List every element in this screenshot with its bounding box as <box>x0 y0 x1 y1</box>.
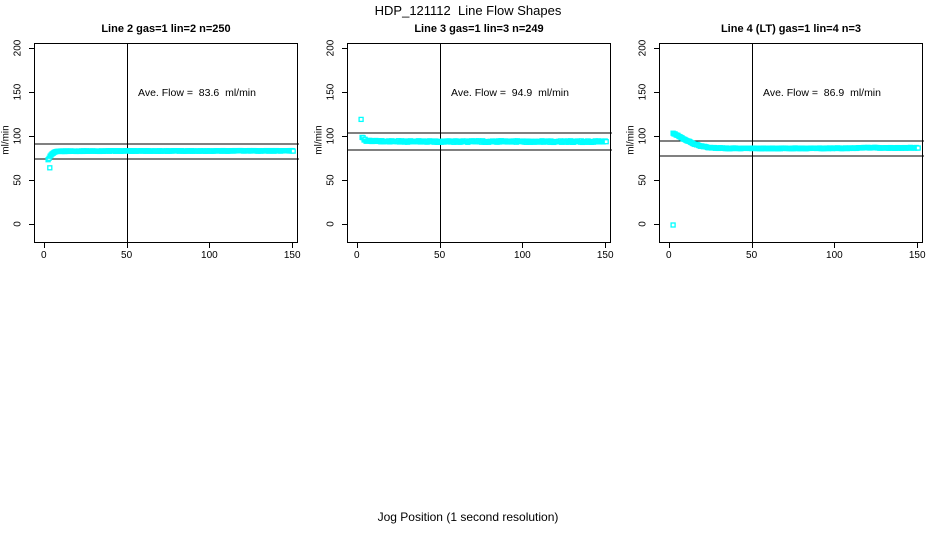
y-tick-label: 100 <box>637 127 649 145</box>
x-tick <box>126 243 128 248</box>
x-tick-label: 50 <box>746 250 758 261</box>
y-axis-label: ml/min <box>0 125 12 155</box>
outlier-point <box>47 165 53 171</box>
y-tick <box>654 48 659 49</box>
x-tick <box>522 243 524 248</box>
panel-title: Line 3 gas=1 lin=3 n=249 <box>414 23 544 35</box>
y-tick-label: 200 <box>325 39 337 57</box>
y-tick <box>342 48 347 49</box>
y-tick-label: 0 <box>637 221 649 227</box>
x-tick <box>605 243 607 248</box>
panel-title: Line 4 (LT) gas=1 lin=4 n=3 <box>720 23 862 35</box>
plot-box <box>659 43 924 244</box>
y-tick <box>654 180 659 181</box>
y-tick-label: 50 <box>637 174 649 186</box>
plot-area <box>660 44 924 244</box>
data-point <box>915 145 921 151</box>
plot-area <box>35 44 299 244</box>
x-tick-label: 0 <box>666 250 672 261</box>
data-point <box>603 139 609 145</box>
y-tick <box>342 136 347 137</box>
x-tick-label: 100 <box>826 250 843 261</box>
y-tick-label: 200 <box>637 39 649 57</box>
x-tick <box>439 243 441 248</box>
figure-title: HDP_121112 Line Flow Shapes <box>374 3 562 18</box>
outlier-point <box>358 116 364 123</box>
y-tick <box>29 224 34 225</box>
y-axis-label: ml/min <box>625 125 637 155</box>
x-tick-label: 150 <box>596 250 614 261</box>
plot-box <box>34 43 299 244</box>
plot-area <box>348 44 612 244</box>
y-tick-label: 150 <box>637 83 649 101</box>
panel-title: Line 2 gas=1 lin=2 n=250 <box>101 23 231 35</box>
y-tick-label: 200 <box>12 39 24 57</box>
y-tick-label: 50 <box>325 174 337 186</box>
y-tick <box>654 136 659 137</box>
y-tick-label: 150 <box>325 83 337 101</box>
y-tick <box>342 92 347 93</box>
x-tick-label: 50 <box>121 250 133 261</box>
y-tick-label: 100 <box>12 127 24 145</box>
x-tick <box>834 243 836 248</box>
x-tick-label: 100 <box>514 250 531 261</box>
y-tick-label: 0 <box>12 221 24 227</box>
average-flow-annotation: Ave. Flow = 94.9 ml/min <box>451 87 569 99</box>
y-tick-label: 50 <box>12 174 24 186</box>
plot-box <box>347 43 612 244</box>
y-tick <box>342 224 347 225</box>
y-tick <box>29 136 34 137</box>
outlier-point <box>670 222 676 228</box>
x-tick-label: 0 <box>41 250 47 261</box>
x-tick <box>917 243 919 248</box>
x-tick <box>751 243 753 248</box>
x-tick <box>209 243 211 248</box>
y-axis-label: ml/min <box>313 125 325 155</box>
x-tick-label: 150 <box>908 250 926 261</box>
y-tick <box>654 92 659 93</box>
y-tick <box>342 180 347 181</box>
figure-xlabel: Jog Position (1 second resolution) <box>377 510 559 524</box>
y-tick <box>29 48 34 49</box>
y-tick <box>654 224 659 225</box>
data-point <box>290 148 296 154</box>
average-flow-annotation: Ave. Flow = 86.9 ml/min <box>763 87 881 99</box>
x-tick <box>43 243 45 248</box>
x-tick <box>356 243 358 248</box>
y-tick-label: 150 <box>12 83 24 101</box>
x-tick-label: 50 <box>434 250 446 261</box>
y-tick-label: 0 <box>325 221 337 227</box>
x-tick <box>292 243 294 248</box>
y-tick-label: 100 <box>325 127 337 145</box>
average-flow-annotation: Ave. Flow = 83.6 ml/min <box>138 87 256 99</box>
y-tick <box>29 180 34 181</box>
x-tick-label: 100 <box>201 250 218 261</box>
x-tick <box>668 243 670 248</box>
x-tick-label: 150 <box>283 250 301 261</box>
y-tick <box>29 92 34 93</box>
x-tick-label: 0 <box>354 250 360 261</box>
